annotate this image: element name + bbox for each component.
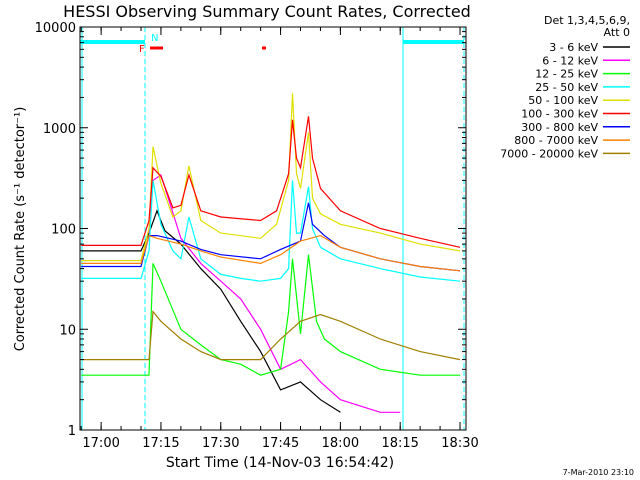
series-line-4 (81, 180, 461, 282)
series-line-8 (81, 234, 461, 272)
x-tick-label: 18:00 (322, 436, 359, 451)
x-tick-label: 18:30 (441, 436, 478, 451)
series-line-3 (81, 254, 460, 376)
y-tick-label: 1000 (43, 122, 76, 137)
legend-entry-label: 800 - 7000 keV (514, 134, 598, 147)
legend-entry-label: 6 - 12 keV (542, 54, 598, 67)
axes: 1 10 100 1000 10000 17:00 17:15 17:30 17:45 18:00… (35, 21, 479, 451)
chart-title: HESSI Observing Summary Count Rates, Cor… (63, 2, 471, 21)
flag-label: N (151, 33, 158, 44)
flag-label: F (139, 44, 145, 55)
series-line-9 (81, 309, 461, 361)
series-line-5 (81, 93, 461, 262)
x-tick-label: 17:15 (142, 436, 179, 451)
legend-entry-label: 12 - 25 keV (535, 68, 598, 81)
legend-entry-label: 7000 - 20000 keV (500, 147, 598, 160)
series-line-6 (81, 116, 461, 248)
legend-header: Att 0 (604, 26, 630, 39)
plot-area: FN (80, 27, 465, 430)
x-axis-label: Start Time (14-Nov-03 16:54:42) (166, 455, 394, 471)
x-tick-label: 17:45 (262, 436, 299, 451)
plot-frame (79, 26, 467, 431)
x-tick-label: 17:30 (202, 436, 239, 451)
legend-entry-label: 25 - 50 keV (535, 81, 598, 94)
y-tick-label: 10000 (35, 21, 76, 36)
x-tick-label: 17:00 (82, 436, 119, 451)
legend-entry-label: 100 - 300 keV (521, 108, 598, 121)
footer-date: 7-Mar-2010 23:10 (563, 468, 634, 477)
y-tick-label: 10 (59, 323, 76, 338)
y-tick-label: 1 (68, 424, 76, 439)
x-tick-label: 18:15 (381, 436, 418, 451)
y-tick-label: 100 (51, 223, 76, 238)
legend-entry-label: 300 - 800 keV (521, 121, 598, 134)
legend-entry-label: 50 - 100 keV (528, 94, 598, 107)
series-line-2 (148, 174, 401, 413)
legend-header: Det 1,3,4,5,6,9, (544, 14, 630, 27)
y-axis-label: Corrected Count Rate (s⁻¹ detector⁻¹) (13, 107, 28, 352)
legend-entry-label: 3 - 6 keV (549, 41, 598, 54)
